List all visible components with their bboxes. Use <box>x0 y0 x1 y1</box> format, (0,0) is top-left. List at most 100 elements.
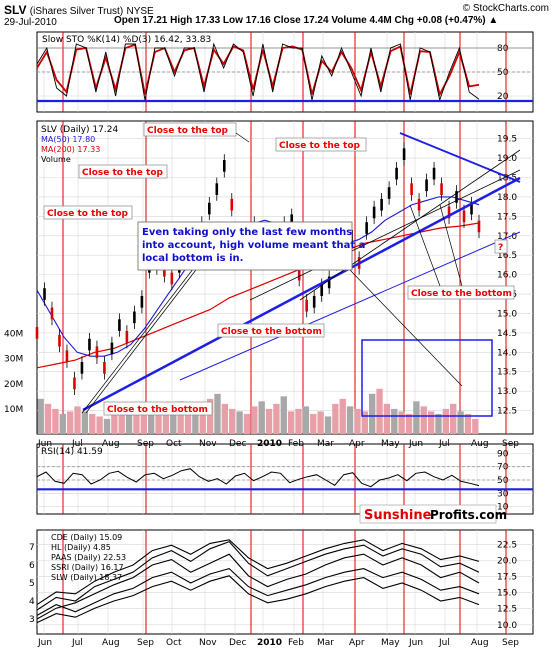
x-tick-label-price: Nov <box>199 439 217 449</box>
volume-bar <box>155 403 162 434</box>
price-legend-label: SLV (Daily) 17.24 <box>41 125 118 135</box>
price-candle-body <box>88 338 91 351</box>
volume-bar <box>148 406 155 434</box>
x-tick-label-price: Jul <box>71 439 83 449</box>
volume-bar <box>317 411 324 434</box>
price-tick-label: 13.0 <box>497 387 517 397</box>
red-annotation-box <box>494 239 508 254</box>
sto-tick-label: 50 <box>497 68 509 78</box>
volume-bar <box>59 413 66 434</box>
volume-bar <box>420 406 427 434</box>
x-tick-label-bottom: Jun <box>37 638 52 648</box>
volume-bar <box>332 403 339 434</box>
x-tick-label-bottom: Feb <box>288 638 304 648</box>
symbol-title: SLV (iShares Silver Trust) NYSE <box>4 3 154 17</box>
price-candle-body <box>380 198 383 211</box>
resistance-trendline-2 <box>249 169 521 301</box>
price-tick-label: 13.5 <box>497 368 517 378</box>
price-tick-label: 18.5 <box>497 174 517 184</box>
red-annotation-box <box>78 164 168 179</box>
blue-note: Even taking only the last few months into… <box>137 221 365 271</box>
miners-left-tick-label: 4 <box>29 597 35 607</box>
annotation-pointer <box>81 259 201 414</box>
rsi-tick-label: 90 <box>497 449 509 459</box>
annotation-pointer <box>85 261 203 414</box>
volume-bar <box>464 413 472 434</box>
price-candle-body <box>312 295 316 308</box>
price-candle-body <box>110 342 114 355</box>
x-tick-label-price: Oct <box>166 439 182 449</box>
price-candle-body <box>462 210 466 223</box>
miners-tick-label: 17.5 <box>497 573 517 583</box>
volume-bar <box>170 408 177 434</box>
x-tick-label-bottom: Aug <box>102 638 120 648</box>
rsi-tick-label: 30 <box>497 489 509 499</box>
blue-note-line: local bottom is in. <box>142 253 243 264</box>
price-candle-body <box>50 307 54 320</box>
miners-legend-label: SSRI (Daily) 16.17 <box>51 563 124 572</box>
x-tick-label-price: Mar <box>317 439 334 449</box>
brand-sunshine: Sunshine <box>364 508 432 523</box>
red-annotation-label: Close to the top <box>82 168 164 178</box>
copyright: © StockCharts.com <box>462 3 549 14</box>
ma50-legend-label: MA(50) 17.80 <box>41 135 95 144</box>
red-annotation-box <box>143 122 237 137</box>
red-annotation-label: Close to the bottom <box>221 327 322 337</box>
chart-date: 29-Jul-2010 <box>4 17 57 28</box>
volume-bar <box>229 408 236 434</box>
x-tick-label-price: Jul <box>438 439 450 449</box>
volume-bar <box>427 411 435 434</box>
x-tick-label-bottom: Oct <box>166 638 182 648</box>
x-tick-label-bottom: Dec <box>229 638 246 648</box>
volume-bar <box>354 408 361 434</box>
symbol: SLV <box>4 3 27 17</box>
volume-bar <box>302 406 310 434</box>
sto-tick-label: 80 <box>497 44 509 54</box>
triangle-upper-line <box>399 132 521 183</box>
price-tick-label: 16.0 <box>497 271 517 281</box>
volume-tick-label: 20M <box>4 380 23 390</box>
price-candle-body <box>455 191 458 203</box>
x-tick-label-bottom: Sep <box>502 638 519 648</box>
volume-tick-label: 40M <box>4 330 23 340</box>
red-annotation-box <box>43 205 133 220</box>
price-candle-body <box>477 220 481 233</box>
x-tick-label-bottom: May <box>381 638 400 648</box>
lower-trendline <box>179 231 521 381</box>
volume-bar <box>184 406 192 434</box>
price-tick-label: 17.0 <box>497 232 517 242</box>
miner-line-4 <box>36 567 480 616</box>
volume-bar <box>391 408 398 434</box>
price-candle-body <box>163 264 166 277</box>
miners-tick-label: 15.0 <box>497 589 517 599</box>
volume-bar <box>206 398 214 434</box>
miners-tick-label: 22.5 <box>497 540 517 550</box>
volume-bar <box>346 406 354 434</box>
sto-k-line <box>36 42 480 102</box>
rsi-tick-label: 10 <box>497 503 509 513</box>
price-candle-body <box>305 299 308 312</box>
blue-note-line: Even taking only the last few months <box>142 227 352 238</box>
volume-bar <box>442 408 450 434</box>
red-annotation-label: Close to the top <box>279 141 361 151</box>
price-tick-label: 17.5 <box>497 212 517 222</box>
price-candle-body <box>395 167 398 180</box>
red-annotation-box <box>407 285 515 300</box>
price-candle-body <box>43 288 46 300</box>
price-candle-body <box>470 202 473 215</box>
miners-tick-label: 10.0 <box>497 621 517 631</box>
resistance-trendline <box>299 149 521 301</box>
red-annotations: Close to the top Close to the top Close to… <box>43 122 515 416</box>
miner-line-5 <box>36 575 480 624</box>
blue-note-line: into account, high volume meant that a <box>142 240 365 251</box>
volume-bar <box>383 403 391 434</box>
price-tick-label: 14.0 <box>497 348 517 358</box>
x-tick-label-bottom: 2010 <box>257 638 282 648</box>
miners-legend-label: CDE (Daily) 15.09 <box>51 533 122 542</box>
volume-bar <box>44 403 52 434</box>
miner-line-2 <box>36 553 480 620</box>
miners-panel-frame <box>36 529 534 635</box>
annotation-pointer <box>409 204 441 287</box>
